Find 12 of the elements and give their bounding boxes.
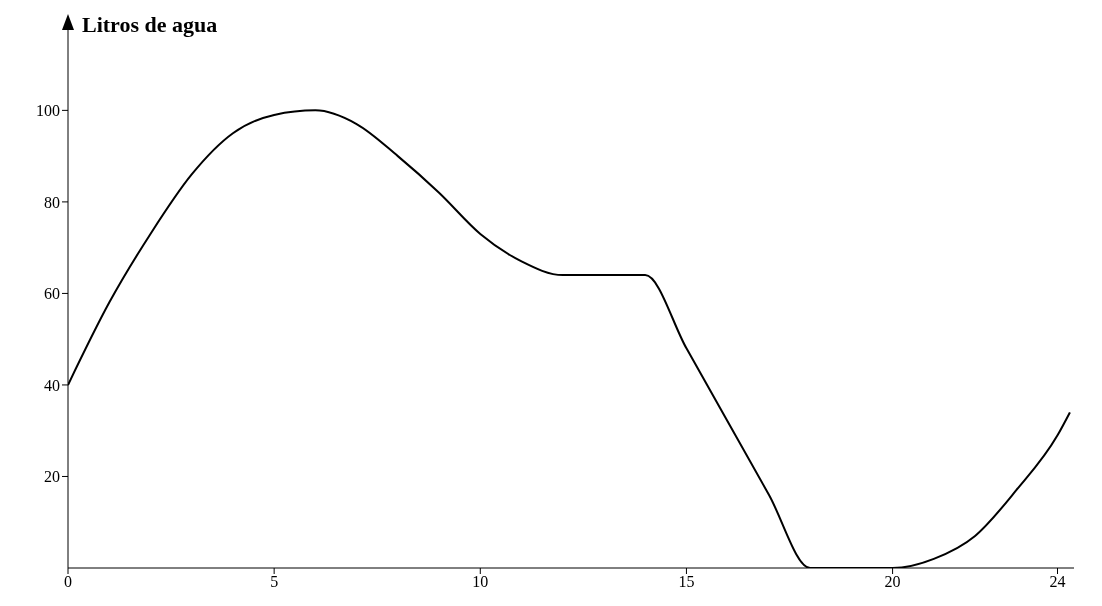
x-tick-label: 20 xyxy=(884,573,901,591)
x-tick-label: 0 xyxy=(64,573,72,591)
y-axis-title: Litros de agua xyxy=(82,12,218,38)
y-tick-label: 60 xyxy=(44,285,60,303)
y-tick-label: 80 xyxy=(44,193,60,211)
x-tick-label: 15 xyxy=(678,573,695,591)
y-tick-label: 40 xyxy=(44,376,60,394)
x-tick-label: 24 xyxy=(1049,573,1066,591)
y-tick-label: 20 xyxy=(44,468,60,486)
x-tick-label: 5 xyxy=(270,573,279,591)
y-tick-label: 100 xyxy=(36,102,60,120)
x-tick-label: 10 xyxy=(472,573,489,591)
